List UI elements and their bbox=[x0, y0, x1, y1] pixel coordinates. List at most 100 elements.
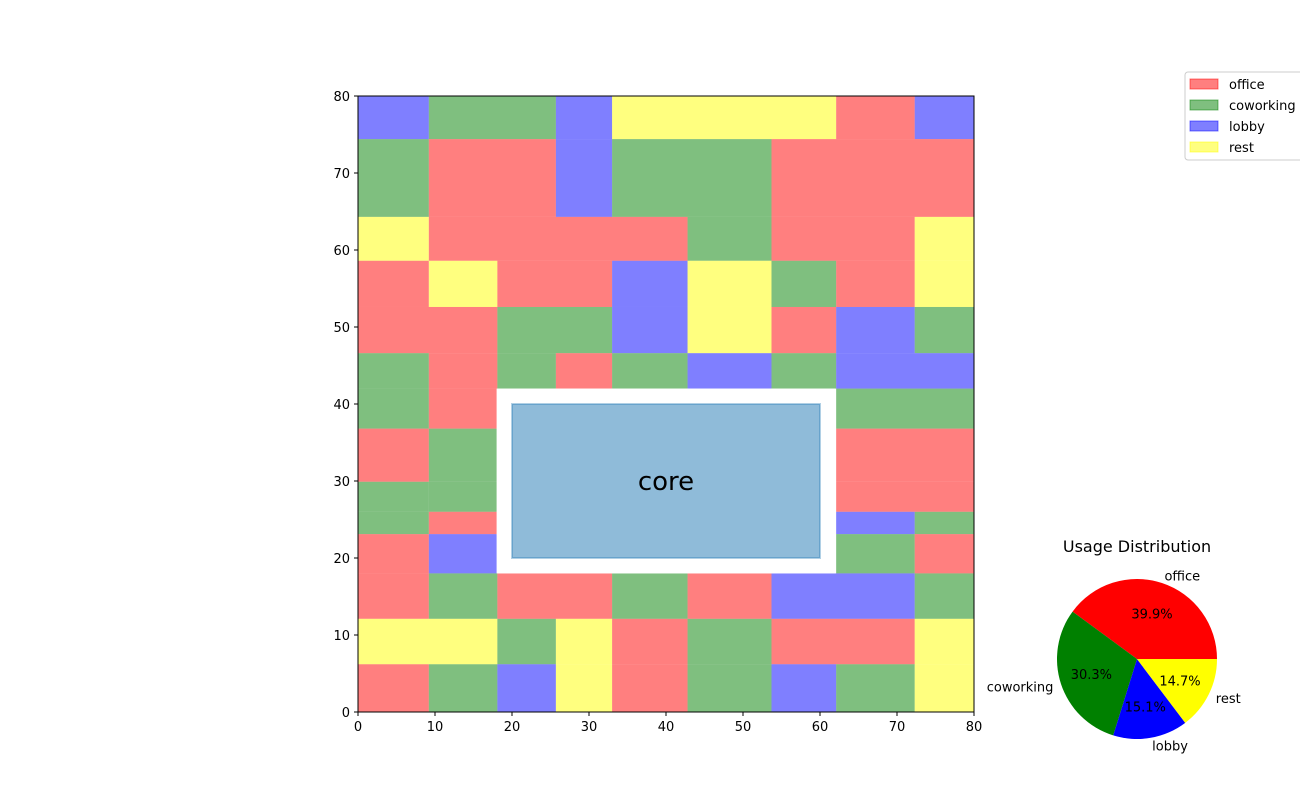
cell-office bbox=[428, 216, 688, 261]
cell-coworking bbox=[687, 618, 772, 665]
cell-rest bbox=[687, 306, 772, 354]
legend-label-rest: rest bbox=[1229, 141, 1254, 156]
cell-coworking bbox=[687, 216, 772, 261]
cell-rest bbox=[914, 260, 974, 307]
pie-slice-office bbox=[1072, 578, 1217, 659]
pie-category-label: rest bbox=[1216, 692, 1241, 707]
cell-coworking bbox=[428, 96, 556, 140]
cell-office bbox=[358, 260, 429, 307]
pie-slice-rest bbox=[1137, 659, 1217, 723]
pie-percent-label: 39.9% bbox=[1131, 607, 1172, 622]
cell-rest bbox=[358, 216, 429, 261]
cell-coworking bbox=[612, 139, 772, 217]
legend-swatch-coworking bbox=[1189, 99, 1219, 111]
y-tick-label: 50 bbox=[333, 321, 350, 336]
cell-lobby bbox=[836, 511, 915, 535]
x-tick-label: 50 bbox=[735, 720, 752, 735]
cell-coworking bbox=[687, 664, 772, 712]
cell-coworking bbox=[497, 353, 556, 389]
cell-rest bbox=[555, 664, 613, 712]
legend-swatch-rest bbox=[1189, 141, 1219, 153]
pie-slice-lobby bbox=[1113, 659, 1186, 740]
y-tick-label: 30 bbox=[333, 475, 350, 490]
usage-pie: office 39.9% coworking 30.3% lobby 15.1% rest 1… bbox=[987, 569, 1241, 754]
cell-office bbox=[358, 534, 429, 574]
cell-office bbox=[555, 353, 613, 389]
cell-rest bbox=[555, 618, 613, 665]
cell-office bbox=[612, 618, 688, 665]
legend-box bbox=[1184, 71, 1300, 161]
cell-coworking bbox=[428, 573, 498, 619]
cell-office bbox=[771, 618, 915, 665]
cell-coworking bbox=[428, 428, 498, 482]
cell-office bbox=[358, 428, 429, 482]
cell-office bbox=[771, 139, 974, 217]
cell-office bbox=[687, 573, 772, 619]
pie-category-label: lobby bbox=[1152, 740, 1188, 755]
cell-coworking bbox=[497, 306, 613, 354]
cell-office bbox=[358, 664, 429, 712]
x-tick-label: 80 bbox=[966, 720, 983, 735]
cell-office bbox=[428, 511, 498, 535]
core-block bbox=[511, 403, 821, 559]
cell-coworking bbox=[836, 388, 974, 429]
cell-coworking bbox=[497, 618, 556, 665]
cell-coworking bbox=[914, 306, 974, 354]
cell-rest bbox=[914, 664, 974, 712]
cell-office bbox=[612, 664, 688, 712]
pie-title: Usage Distribution bbox=[1063, 537, 1211, 556]
pie-category-label: office bbox=[1164, 569, 1200, 584]
cell-office bbox=[836, 96, 915, 140]
legend-swatch-office bbox=[1189, 78, 1219, 90]
cell-office bbox=[358, 573, 429, 619]
cell-coworking bbox=[836, 664, 915, 712]
pie-percent-label: 14.7% bbox=[1159, 674, 1200, 689]
cell-rest bbox=[687, 260, 772, 307]
x-tick-label: 60 bbox=[812, 720, 829, 735]
cell-office bbox=[771, 216, 915, 261]
core-group: core bbox=[496, 388, 836, 574]
pie-slice-coworking bbox=[1056, 611, 1137, 736]
y-tick-label: 70 bbox=[333, 167, 350, 182]
x-tick-label: 30 bbox=[581, 720, 598, 735]
y-tick-label: 40 bbox=[333, 398, 350, 413]
cell-coworking bbox=[771, 260, 837, 307]
cell-coworking bbox=[358, 353, 429, 389]
floor-plan-axis-ticks: 0 10 20 30 40 50 60 70 80 0 10 20 30 40 50 60 70 80 bbox=[333, 90, 982, 735]
cell-rest bbox=[358, 618, 498, 665]
cell-office bbox=[836, 428, 974, 482]
y-tick-label: 10 bbox=[333, 629, 350, 644]
cell-office bbox=[428, 139, 556, 217]
cell-lobby bbox=[914, 96, 974, 140]
cell-lobby bbox=[687, 353, 772, 389]
legend-label-coworking: coworking bbox=[1229, 99, 1296, 114]
cell-coworking bbox=[612, 353, 688, 389]
cell-coworking bbox=[914, 511, 974, 535]
cell-coworking bbox=[914, 573, 974, 619]
cell-office bbox=[836, 260, 915, 307]
pie-percent-label: 15.1% bbox=[1125, 700, 1166, 715]
cell-lobby bbox=[836, 306, 915, 354]
cell-coworking bbox=[358, 481, 429, 512]
cell-coworking bbox=[836, 534, 915, 574]
cell-lobby bbox=[555, 96, 613, 140]
cell-office bbox=[497, 260, 613, 307]
x-tick-label: 40 bbox=[658, 720, 675, 735]
cell-lobby bbox=[428, 534, 498, 574]
legend-label-lobby: lobby bbox=[1229, 120, 1265, 135]
cell-office bbox=[771, 306, 837, 354]
cell-coworking bbox=[358, 139, 429, 217]
cell-lobby bbox=[612, 260, 688, 307]
cell-office bbox=[428, 353, 498, 389]
cell-lobby bbox=[836, 353, 974, 389]
y-tick-label: 60 bbox=[333, 244, 350, 259]
cell-coworking bbox=[428, 664, 498, 712]
cell-rest bbox=[428, 260, 498, 307]
cell-office bbox=[428, 388, 498, 429]
floor-plan-cells bbox=[358, 96, 974, 712]
cell-lobby bbox=[497, 664, 556, 712]
legend-label-office: office bbox=[1229, 78, 1265, 93]
legend: office coworking lobby rest bbox=[1184, 71, 1300, 161]
core-label: core bbox=[638, 467, 694, 497]
pie-percent-label: 30.3% bbox=[1071, 668, 1112, 683]
